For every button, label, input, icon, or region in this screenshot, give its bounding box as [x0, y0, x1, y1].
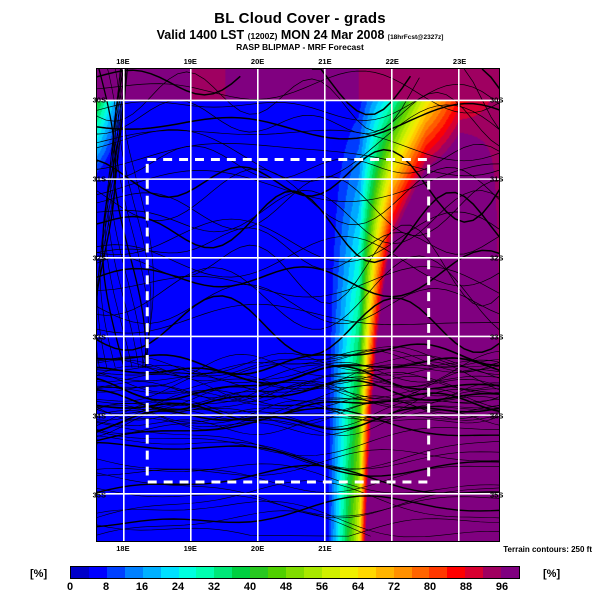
- colorbar-tick-88: 88: [459, 581, 473, 593]
- colorbar-swatch: [286, 567, 304, 578]
- axis-tick-bottom-20E: 20E: [250, 544, 265, 553]
- colorbar-tick-72: 72: [387, 581, 401, 593]
- axis-tick-top-22E: 22E: [385, 57, 399, 66]
- colorbar-swatch: [303, 567, 322, 578]
- colorbar-unit-right: [%]: [543, 568, 561, 580]
- colorbar-swatch: [232, 567, 251, 578]
- valid-time-main: Valid 1400 LST: [156, 28, 245, 42]
- colorbar-tick-48: 48: [279, 581, 293, 593]
- colorbar-tick-32: 32: [207, 581, 221, 593]
- page-title: BL Cloud Cover - grads: [214, 10, 386, 27]
- colorbar-swatch: [268, 567, 287, 578]
- axis-tick-right-35S: 35S: [490, 490, 504, 500]
- valid-time-date: MON 24 Mar 2008: [280, 28, 385, 42]
- axis-tick-top-18E: 18E: [116, 57, 130, 66]
- colorbar-swatch: [483, 567, 502, 578]
- model-subtitle: RASP BLIPMAP - MRF Forecast: [236, 42, 364, 52]
- colorbar-tick-64: 64: [351, 581, 365, 593]
- colorbar-tick-40: 40: [243, 581, 257, 593]
- colorbar-swatch: [465, 567, 484, 578]
- axis-tick-left-34S: 34S: [92, 411, 106, 421]
- colorbar-swatch: [411, 567, 430, 578]
- axis-tick-bottom-21E: 21E: [318, 544, 332, 553]
- axis-tick-bottom-18E: 18E: [116, 544, 130, 553]
- colorbar-swatch: [321, 567, 340, 578]
- terrain-contour-note: Terrain contours: 250 ft: [503, 545, 592, 554]
- colorbar-swatch: [429, 567, 448, 578]
- colorbar-swatch: [124, 567, 143, 578]
- colorbar-tick-80: 80: [423, 581, 437, 593]
- colorbar-swatch: [106, 567, 125, 578]
- map-plot-area[interactable]: [96, 68, 500, 542]
- colorbar-swatch: [393, 567, 412, 578]
- axis-tick-right-30S: 30S: [490, 95, 504, 105]
- colorbar-swatch: [250, 567, 269, 578]
- valid-time-line: Valid 1400 LST (1200Z) MON 24 Mar 2008 […: [0, 28, 600, 42]
- axis-tick-top-19E: 19E: [183, 57, 197, 66]
- colorbar-unit-left: [%]: [30, 568, 48, 580]
- axis-tick-bottom-19E: 19E: [183, 544, 197, 553]
- colorbar-tick-16: 16: [135, 581, 149, 593]
- colorbar-swatch: [339, 567, 358, 578]
- axis-tick-top-23E: 23E: [452, 57, 467, 66]
- colorbar-swatch: [71, 567, 89, 578]
- colorbar-swatch: [196, 567, 215, 578]
- colorbar-tick-24: 24: [171, 581, 185, 593]
- axis-tick-left-35S: 35S: [92, 490, 106, 500]
- valid-time-utc: (1200Z): [247, 31, 278, 41]
- axis-tick-right-32S: 32S: [490, 253, 504, 263]
- colorbar-swatch: [375, 567, 394, 578]
- terrain-contour-layer: [97, 69, 499, 538]
- colorbar-swatch: [88, 567, 107, 578]
- colorbar-swatch: [357, 567, 376, 578]
- axis-tick-left-32S: 32S: [92, 253, 106, 263]
- lat-lon-grid-layer: [97, 69, 499, 541]
- axis-tick-top-20E: 20E: [250, 57, 265, 66]
- colorbar-swatch: [447, 567, 466, 578]
- colorbar-tick-labels: 0 8 16 24 32 40 48 56 64 72 80 88 96: [0, 581, 600, 595]
- axis-tick-right-31S: 31S: [490, 174, 504, 184]
- colorbar[interactable]: [70, 566, 520, 579]
- colorbar-swatch: [214, 567, 233, 578]
- colorbar-tick-8: 8: [102, 581, 110, 593]
- colorbar-swatch: [142, 567, 161, 578]
- colorbar-swatch: [178, 567, 197, 578]
- axis-tick-left-31S: 31S: [92, 174, 106, 184]
- forecast-domain-box: [145, 157, 431, 484]
- colorbar-swatch: [501, 567, 520, 578]
- forecast-hour-stamp: [18hrFcst@2327z]: [387, 34, 444, 41]
- cloud-cover-heatmap: [97, 69, 499, 541]
- axis-tick-left-30S: 30S: [92, 95, 106, 105]
- colorbar-tick-0: 0: [66, 581, 74, 593]
- colorbar-tick-56: 56: [315, 581, 329, 593]
- axis-tick-right-34S: 34S: [490, 411, 504, 421]
- axis-tick-top-21E: 21E: [318, 57, 332, 66]
- colorbar-swatch: [160, 567, 179, 578]
- axis-tick-right-33S: 33S: [490, 332, 504, 342]
- axis-tick-left-33S: 33S: [92, 332, 106, 342]
- colorbar-tick-96: 96: [495, 581, 509, 593]
